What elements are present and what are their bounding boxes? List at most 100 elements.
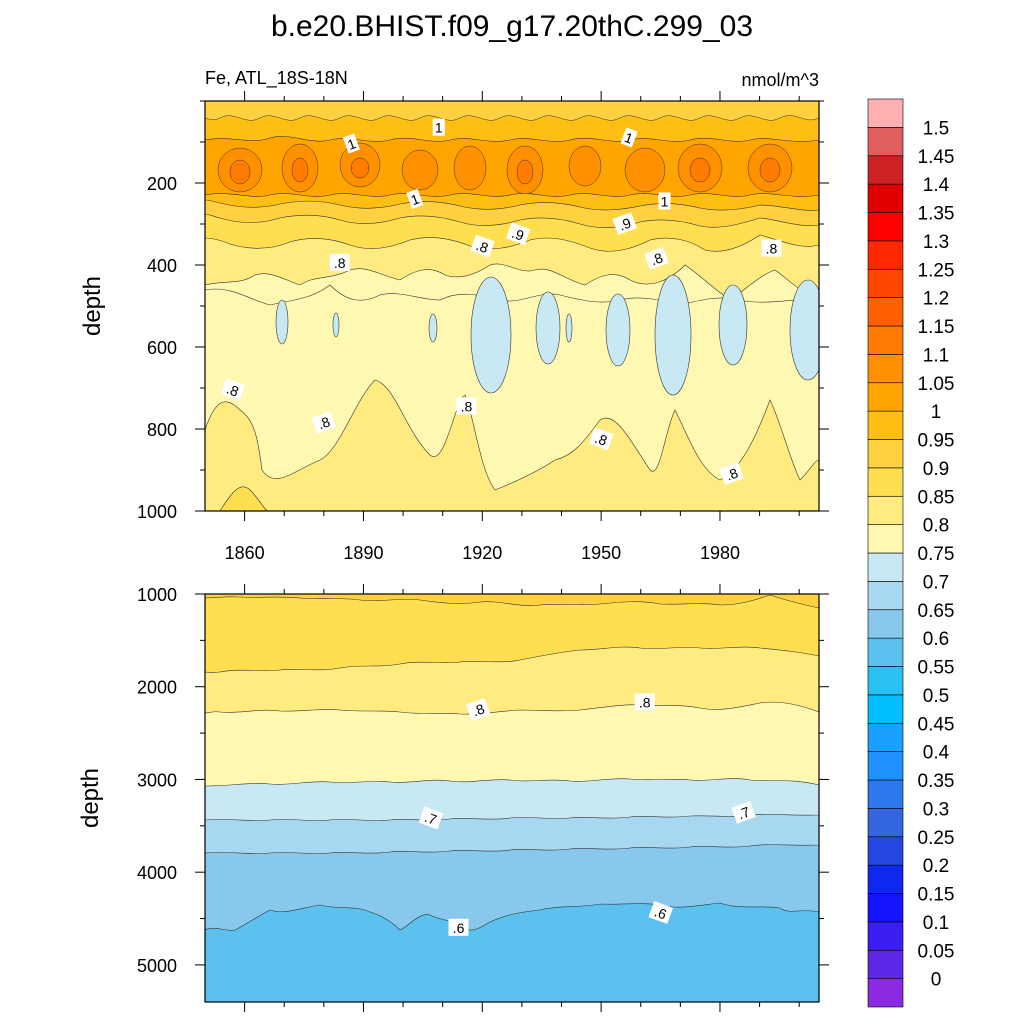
upper-contour-field xyxy=(205,101,819,511)
colorbar-swatch xyxy=(867,382,904,412)
contour-label-bg xyxy=(418,806,444,830)
contour-label-text: .7 xyxy=(423,809,440,828)
colorbar-swatch xyxy=(867,495,904,525)
contour-label-bg xyxy=(329,253,350,271)
colorbar-level-label: 0.65 xyxy=(918,601,955,622)
colorbar-swatch xyxy=(867,155,904,185)
contour-label-bg xyxy=(342,133,360,154)
y-tick-label: 1000 xyxy=(137,585,177,605)
colorbar-level-label: 1.4 xyxy=(923,175,950,196)
contour-label-text: .8 xyxy=(461,398,473,414)
contour-label: .8 xyxy=(311,410,336,434)
upper-core-blobs-inner xyxy=(229,157,781,185)
x-tick-label: 1980 xyxy=(700,543,740,563)
contour-label-bg xyxy=(634,693,655,711)
upper-band-deep-085 xyxy=(205,379,819,511)
colorbar-swatch xyxy=(867,637,904,667)
colorbar-level-label: 0.85 xyxy=(918,487,955,508)
colorbar-level-label: 1 xyxy=(931,402,942,423)
contour-label-bg xyxy=(644,246,669,270)
colorbar-level-label: 1.3 xyxy=(923,232,949,253)
contour-label: 1 xyxy=(620,127,638,148)
upper-contour-labels: 1 1 1 1 1 .9 .9 .8 .8 .8 .8 .8 .8 .8 .8 .8 xyxy=(220,118,782,486)
lower-plot-frame xyxy=(204,593,820,1003)
contour-label: .9 xyxy=(612,212,638,235)
colorbar-swatch xyxy=(867,240,904,270)
y-tick-label: 600 xyxy=(147,338,177,358)
lower-panel: .8 .8 .7 .7 .6 .6 1000 2000 3000 4000 5000 depth xyxy=(77,584,829,1012)
upper-y-axis-label: depth xyxy=(79,276,106,336)
colorbar-swatch xyxy=(867,98,904,128)
y-tick-label: 5000 xyxy=(137,956,177,976)
contour-label-text: 1 xyxy=(661,193,669,209)
contour-label-text: .6 xyxy=(453,920,465,936)
colorbar-swatch xyxy=(867,354,904,384)
lower-contour-field xyxy=(205,594,819,1002)
y-tick-label: 2000 xyxy=(137,678,177,698)
subtitle-right: nmol/m^3 xyxy=(742,70,819,90)
lower-band-090 xyxy=(205,594,819,673)
lower-axis-ticks: 1000 2000 3000 4000 5000 xyxy=(137,584,829,1012)
colorbar-level-label: 0.35 xyxy=(918,771,955,792)
colorbar-swatch xyxy=(867,268,904,298)
x-tick-label: 1950 xyxy=(581,543,621,563)
contour-label-text: .9 xyxy=(510,225,527,244)
contour-label-text: .8 xyxy=(766,241,778,257)
y-tick-label: 400 xyxy=(147,256,177,276)
colorbar-swatch xyxy=(867,410,904,440)
contour-label: .8 xyxy=(329,253,350,271)
y-tick-label: 4000 xyxy=(137,863,177,883)
contour-label: .7 xyxy=(418,806,444,830)
colorbar-swatch xyxy=(867,978,904,1008)
colorbar-swatch xyxy=(867,751,904,781)
subtitle-left: Fe, ATL_18S-18N xyxy=(205,68,348,89)
colorbar-swatch xyxy=(867,127,904,157)
colorbar-swatch xyxy=(867,552,904,582)
colorbar-swatch xyxy=(867,666,904,696)
upper-panel: 1 1 1 1 1 .9 .9 .8 .8 .8 .8 .8 .8 .8 .8 .8 1860 1890 1920… xyxy=(79,91,829,563)
colorbar-level-label: 1.35 xyxy=(918,204,955,225)
contour-label-bg xyxy=(620,127,638,148)
contour-label: .6 xyxy=(448,918,469,936)
contour-label-text: .8 xyxy=(724,465,741,484)
colorbar-swatch xyxy=(867,808,904,838)
colorbar-level-label: 0.75 xyxy=(918,544,955,565)
contour-label-bg xyxy=(648,901,674,924)
contour-label-bg xyxy=(465,698,491,721)
contour-label: .8 xyxy=(588,427,614,451)
contour-label: 1 xyxy=(406,188,424,209)
colorbar-level-label: 0.45 xyxy=(918,714,955,735)
colorbar-swatch xyxy=(867,921,904,951)
colorbar-level-label: 0.95 xyxy=(918,431,955,452)
contour-label-bg xyxy=(588,427,614,451)
contour-label: .8 xyxy=(220,378,246,401)
colorbar-level-label: 0.6 xyxy=(923,629,949,650)
contour-label: .8 xyxy=(634,693,655,711)
contour-label-text: .8 xyxy=(316,413,333,432)
y-tick-label: 800 xyxy=(147,420,177,440)
colorbar-level-label: 0.8 xyxy=(923,516,949,537)
contour-label-text: .8 xyxy=(334,255,346,271)
colorbar-level-label: 1.05 xyxy=(918,374,955,395)
y-tick-label: 3000 xyxy=(137,770,177,790)
colorbar-level-label: 0.9 xyxy=(923,459,949,480)
contour-label: .8 xyxy=(470,234,495,258)
contour-label-text: .8 xyxy=(593,430,610,449)
y-tick-label: 200 xyxy=(147,174,177,194)
upper-axis-ticks: 1860 1890 1920 1950 1980 200 400 600 800 1000 xyxy=(137,91,829,563)
colorbar-level-label: 1.25 xyxy=(918,260,955,281)
lower-contour-labels: .8 .8 .7 .7 .6 .6 xyxy=(418,693,756,936)
colorbar-swatch xyxy=(867,864,904,894)
colorbar-level-label: 1.2 xyxy=(923,289,949,310)
colorbar-level-label: 0.55 xyxy=(918,658,955,679)
colorbar-level-label: 1.5 xyxy=(923,118,949,139)
contour-label-text: .8 xyxy=(639,694,651,710)
colorbar-level-label: 0.4 xyxy=(923,743,950,764)
contour-label-bg xyxy=(448,918,469,936)
contour-label-bg xyxy=(761,239,782,257)
contour-label-bg xyxy=(719,462,744,486)
colorbar-level-label: 1.15 xyxy=(918,317,955,338)
colorbar-level-label: 0.7 xyxy=(923,572,949,593)
contour-label: .8 xyxy=(465,698,491,721)
